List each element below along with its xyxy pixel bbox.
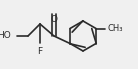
Text: HO: HO [0, 32, 11, 41]
Text: O: O [51, 15, 58, 24]
Text: F: F [37, 47, 43, 56]
Text: CH₃: CH₃ [108, 24, 124, 33]
